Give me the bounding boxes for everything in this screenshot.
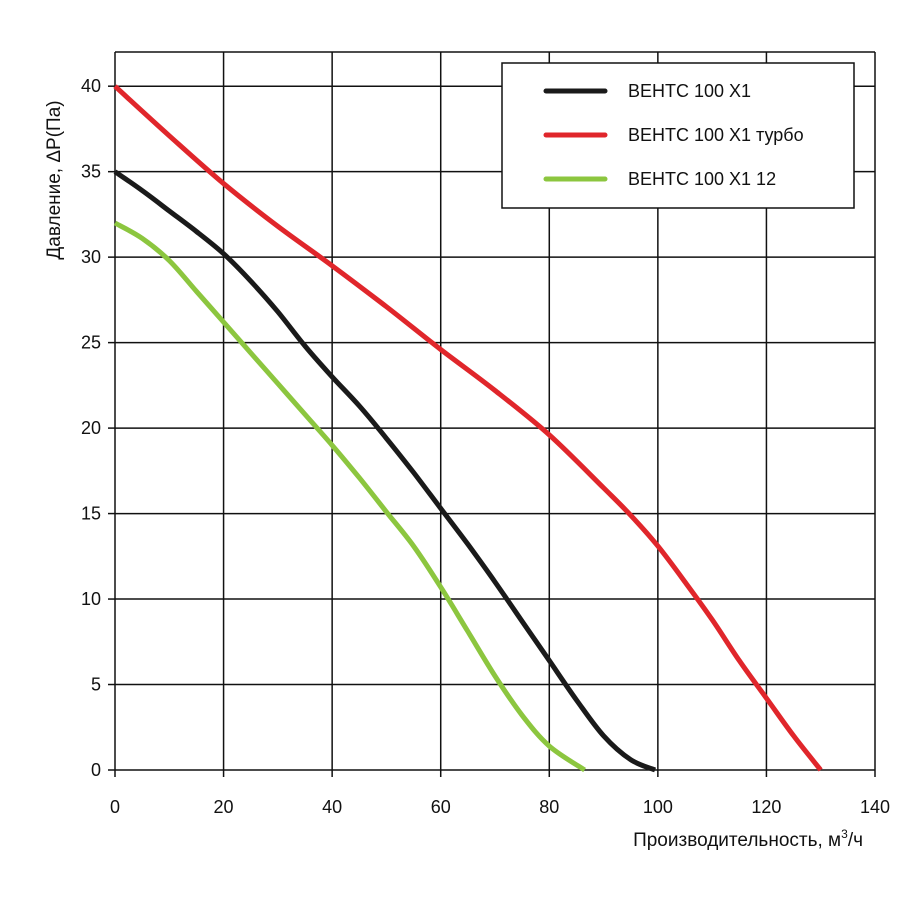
tick-labels: 0 20 40 60 80 100 120 140 0 5 10 15 20 25 30 35 40 — [81, 76, 890, 817]
x-tick-label-2: 40 — [322, 797, 342, 817]
y-tick-label-7: 35 — [81, 162, 101, 182]
x-axis-label: Производительность, м3/ч — [633, 827, 863, 851]
y-tick-label-8: 40 — [81, 76, 101, 96]
x-tick-label-3: 60 — [431, 797, 451, 817]
legend-label-1: ВЕНТС 100 Х1 турбо — [628, 125, 804, 145]
y-tick-label-5: 25 — [81, 333, 101, 353]
legend-label-0: ВЕНТС 100 Х1 — [628, 81, 751, 101]
x-tick-label-1: 20 — [214, 797, 234, 817]
y-axis-label: Давление, ΔP(Па) — [44, 100, 65, 259]
series-line-1 — [113, 84, 823, 772]
y-tick-label-2: 10 — [81, 589, 101, 609]
series-lines — [113, 84, 823, 773]
y-tick-label-4: 20 — [81, 418, 101, 438]
x-tick-label-7: 140 — [860, 797, 890, 817]
legend-label-2: ВЕНТС 100 Х1 12 — [628, 169, 776, 189]
x-tick-label-4: 80 — [539, 797, 559, 817]
x-tick-label-0: 0 — [110, 797, 120, 817]
series-line-2 — [113, 220, 587, 773]
x-axis-label-main: Производительность, м — [633, 830, 841, 851]
x-axis-label-superscript: 3 — [841, 827, 848, 841]
x-tick-label-5: 100 — [643, 797, 673, 817]
y-tick-label-6: 30 — [81, 247, 101, 267]
x-tick-label-6: 120 — [751, 797, 781, 817]
legend: ВЕНТС 100 Х1 ВЕНТС 100 Х1 турбо ВЕНТС 10… — [501, 62, 855, 209]
x-axis-label-tail: /ч — [848, 830, 863, 851]
y-tick-label-1: 5 — [91, 675, 101, 695]
series-line-0 — [113, 169, 657, 773]
y-tick-label-3: 15 — [81, 504, 101, 524]
y-tick-label-0: 0 — [91, 760, 101, 780]
